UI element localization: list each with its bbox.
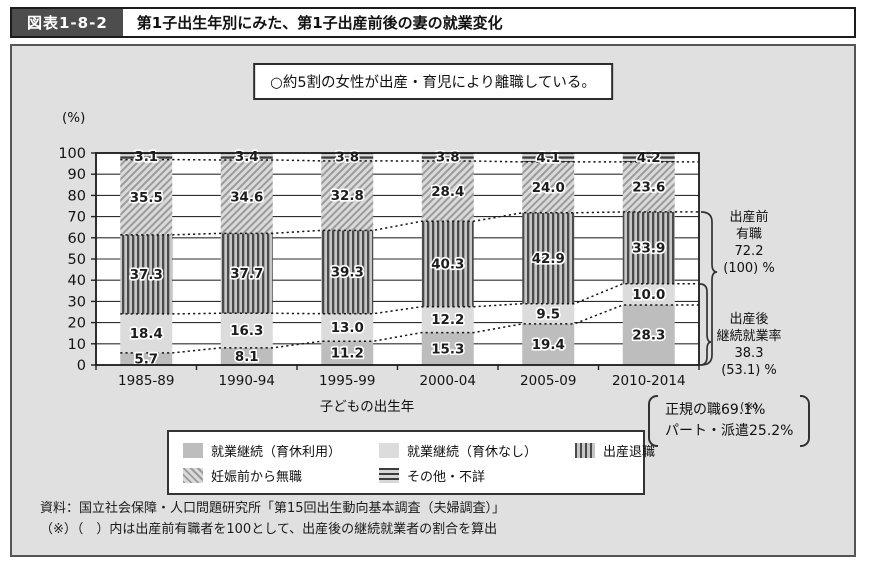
legend-row-2: 妊娠前から無職 その他・不詳 <box>183 466 629 485</box>
legend-item: 出産退職 <box>575 441 655 460</box>
svg-text:4.2: 4.2 <box>637 151 661 166</box>
solid-medium-gray-swatch-icon <box>183 443 203 458</box>
svg-text:28.4: 28.4 <box>431 185 464 200</box>
svg-text:33.9: 33.9 <box>632 241 665 256</box>
svg-text:0: 0 <box>77 358 86 374</box>
key-message-callout: ○約5割の女性が出産・育児により離職している。 <box>253 63 613 100</box>
svg-text:34.6: 34.6 <box>230 190 263 205</box>
legend-label: 出産退職 <box>603 445 656 460</box>
horizontal-stripes-swatch-icon <box>379 468 399 483</box>
svg-text:9.5: 9.5 <box>536 307 560 322</box>
solid-light-gray-swatch-icon <box>379 443 399 458</box>
svg-text:3.8: 3.8 <box>436 151 460 166</box>
svg-text:37.3: 37.3 <box>130 268 163 283</box>
svg-text:2005-09: 2005-09 <box>520 373 576 389</box>
legend-item: その他・不詳 <box>379 466 485 485</box>
svg-text:12.2: 12.2 <box>431 313 464 328</box>
svg-text:11.2: 11.2 <box>331 347 364 362</box>
legend-label: その他・不詳 <box>407 470 486 485</box>
left-parenthesis-bracket <box>648 395 658 447</box>
svg-text:19.4: 19.4 <box>532 338 565 353</box>
legend-box: 就業継続（育休利用） 就業継続（育休なし） 出産退職 妊娠前から無職 <box>167 430 655 495</box>
right-parenthesis-bracket <box>800 395 811 447</box>
svg-text:1990-94: 1990-94 <box>219 373 275 389</box>
source-line: 資料：国立社会保障・人口問題研究所「第15回出生動向基本調査（夫婦調査）」 <box>40 501 506 516</box>
svg-text:10.0: 10.0 <box>632 288 665 303</box>
svg-text:30: 30 <box>68 294 86 310</box>
svg-text:42.9: 42.9 <box>532 252 565 267</box>
svg-text:23.6: 23.6 <box>632 181 665 196</box>
svg-text:3.4: 3.4 <box>235 150 259 165</box>
svg-text:35.5: 35.5 <box>130 191 163 206</box>
chart-panel: ○約5割の女性が出産・育児により離職している。 (%) 0 10 20 30 40 50 6… <box>10 44 856 557</box>
svg-text:70: 70 <box>68 210 86 226</box>
svg-text:39.3: 39.3 <box>331 266 364 281</box>
figure-title: 第1子出生年別にみた、第1子出産前後の妻の就業変化 <box>136 14 503 32</box>
svg-text:20: 20 <box>68 316 86 332</box>
post-birth-employment-text: 出産後 継続就業率 38.3 (53.1) % <box>716 312 782 378</box>
calculation-note-line: （※）（ ）内は出産前有職者を100として、出産後の継続就業者の割合を算出 <box>40 522 498 537</box>
svg-text:1985-89: 1985-89 <box>118 373 174 389</box>
pre-birth-employment-annotation: 出産前 有職 72.2 (100) % <box>723 210 775 276</box>
svg-text:50: 50 <box>68 252 86 268</box>
svg-text:3.1: 3.1 <box>134 150 158 165</box>
svg-text:40: 40 <box>68 273 86 289</box>
x-axis-title: 子どもの出生年 <box>319 399 415 415</box>
svg-text:90: 90 <box>68 167 86 183</box>
post-birth-note-mark: (※) <box>740 400 758 413</box>
svg-text:40.3: 40.3 <box>431 258 464 273</box>
regular-job-line: 正規の職69.1% <box>665 402 766 418</box>
svg-text:2010-2014: 2010-2014 <box>612 373 686 389</box>
svg-text:8.1: 8.1 <box>235 350 259 365</box>
svg-text:10: 10 <box>68 337 86 353</box>
svg-text:24.0: 24.0 <box>532 181 565 196</box>
legend-label: 就業継続（育休なし） <box>407 445 538 460</box>
figure-number-label: 図表1-8-2 <box>12 9 123 36</box>
diagonal-hatch-swatch-icon <box>183 468 203 483</box>
post-birth-employment-annotation: 出産後 継続就業率 38.3 (53.1) % (※) <box>689 294 809 432</box>
svg-text:16.3: 16.3 <box>230 324 263 339</box>
svg-text:100: 100 <box>58 146 86 162</box>
source-note: 資料：国立社会保障・人口問題研究所「第15回出生動向基本調査（夫婦調査）」 （※… <box>40 498 505 540</box>
svg-text:13.0: 13.0 <box>331 321 364 336</box>
svg-text:80: 80 <box>68 188 86 204</box>
legend-item: 就業継続（育休利用） <box>183 441 379 460</box>
legend-row-1: 就業継続（育休利用） 就業継続（育休なし） 出産退職 <box>183 441 655 460</box>
vertical-stripes-swatch-icon <box>575 443 595 458</box>
svg-text:28.3: 28.3 <box>632 329 665 344</box>
svg-text:37.7: 37.7 <box>230 267 263 282</box>
svg-text:3.8: 3.8 <box>335 150 359 165</box>
regular-job-note-text: 正規の職69.1% パート・派遣25.2% <box>665 400 793 442</box>
legend-label: 就業継続（育休利用） <box>211 445 342 460</box>
legend-item: 妊娠前から無職 <box>183 466 379 485</box>
svg-text:18.4: 18.4 <box>130 327 163 342</box>
svg-text:2000-04: 2000-04 <box>420 373 476 389</box>
svg-text:32.8: 32.8 <box>331 189 364 204</box>
svg-text:4.1: 4.1 <box>536 151 560 166</box>
svg-text:60: 60 <box>68 231 86 247</box>
svg-text:5.7: 5.7 <box>134 353 158 368</box>
svg-text:15.3: 15.3 <box>431 342 464 357</box>
part-time-line: パート・派遣25.2% <box>665 423 794 439</box>
svg-text:1995-99: 1995-99 <box>319 373 375 389</box>
figure-title-bar: 図表1-8-2 第1子出生年別にみた、第1子出産前後の妻の就業変化 <box>10 7 856 38</box>
legend-label: 妊娠前から無職 <box>211 470 303 485</box>
regular-job-note: 正規の職69.1% パート・派遣25.2% <box>648 395 811 447</box>
legend-item: 就業継続（育休なし） <box>379 441 575 460</box>
y-axis-unit-label: (%) <box>62 110 86 126</box>
